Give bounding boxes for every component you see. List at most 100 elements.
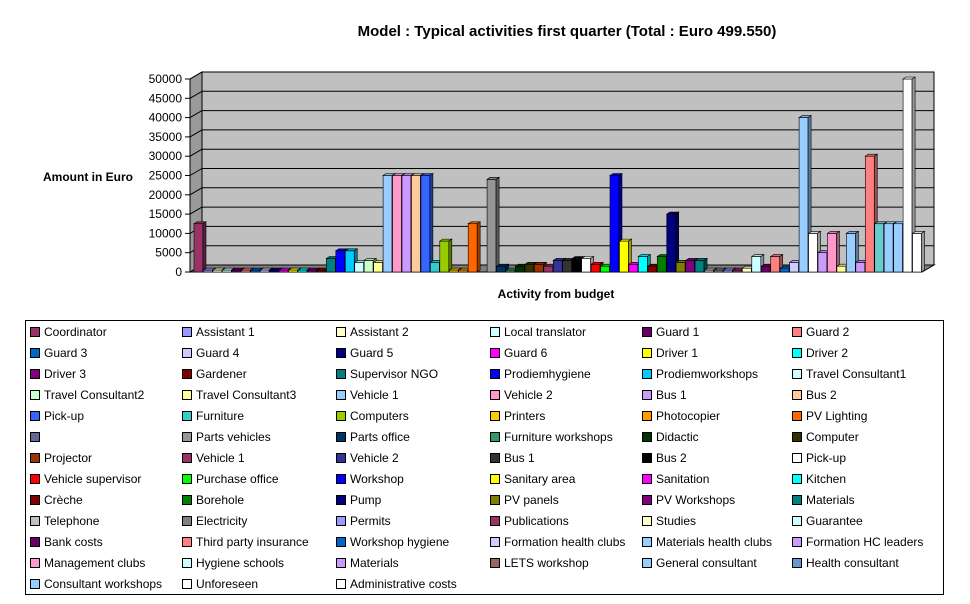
- legend-label: Sanitary area: [504, 472, 576, 486]
- y-tick-label: 20000: [149, 188, 183, 202]
- legend-swatch: [182, 579, 192, 589]
- bar-front: [430, 262, 440, 273]
- bar-front: [893, 223, 903, 273]
- y-tick-label: 5000: [155, 246, 182, 260]
- bar-side: [429, 172, 434, 273]
- y-axis-label: Amount in Euro: [43, 170, 133, 184]
- legend-swatch: [336, 474, 346, 484]
- legend-label: Administrative costs: [350, 577, 457, 591]
- bar: [902, 76, 917, 273]
- legend-label: Unforeseen: [196, 577, 259, 591]
- legend-swatch: [336, 558, 346, 568]
- legend-swatch: [336, 327, 346, 337]
- legend-swatch: [490, 453, 500, 463]
- legend-swatch: [792, 453, 802, 463]
- legend-label: Parts vehicles: [196, 430, 271, 444]
- y-tick-label: 50000: [149, 72, 183, 86]
- legend-label: Materials: [806, 493, 855, 507]
- legend-label: Vehicle 1: [196, 451, 245, 465]
- bar-front: [874, 223, 885, 273]
- chart: Model : Typical activities first quarter…: [43, 23, 936, 301]
- legend-label: Assistant 2: [350, 325, 409, 339]
- legend-swatch: [182, 537, 192, 547]
- legend-label: Publications: [504, 514, 569, 528]
- legend-label: Guard 4: [196, 346, 240, 360]
- legend-swatch: [642, 348, 652, 358]
- bar-side: [448, 238, 453, 273]
- bar-front: [760, 265, 771, 273]
- bar: [826, 230, 841, 273]
- bar-side: [476, 221, 481, 273]
- gridline-side: [189, 187, 203, 196]
- bar-front: [656, 256, 667, 273]
- legend-label: Third party insurance: [196, 535, 309, 549]
- legend-label: Hygiene schools: [196, 556, 285, 570]
- bar-front: [694, 260, 705, 273]
- legend-swatch: [336, 369, 346, 379]
- legend-label: Vehicle 2: [350, 451, 399, 465]
- legend-swatch: [490, 474, 500, 484]
- bar-front: [619, 240, 629, 273]
- bar-front: [382, 175, 393, 273]
- bar-front: [798, 117, 809, 273]
- legend-label: Workshop: [350, 472, 404, 486]
- legend-swatch: [490, 432, 500, 442]
- legend-label: Formation health clubs: [504, 535, 626, 549]
- y-tick-label: 35000: [149, 130, 183, 144]
- legend-swatch: [792, 411, 802, 421]
- bar-front: [666, 213, 677, 273]
- y-tick-label: 10000: [149, 226, 183, 240]
- legend-label: Gardener: [196, 367, 247, 381]
- legend-label: Didactic: [656, 430, 699, 444]
- legend-swatch: [792, 495, 802, 505]
- legend-swatch: [182, 348, 192, 358]
- legend-swatch: [336, 579, 346, 589]
- bar-front: [864, 155, 875, 273]
- bar-front: [779, 267, 790, 273]
- bar-side: [495, 176, 500, 273]
- gridline-side: [189, 90, 203, 99]
- legend-swatch: [182, 327, 192, 337]
- legend-swatch: [792, 348, 802, 358]
- legend-label: Studies: [656, 514, 697, 528]
- legend-label: Local translator: [504, 325, 587, 339]
- bar-front: [609, 175, 620, 273]
- bar-front: [836, 265, 847, 273]
- bar-front: [600, 265, 610, 273]
- legend-label: PV Lighting: [806, 409, 868, 423]
- legend-swatch: [490, 411, 500, 421]
- legend-label: Prodiemworkshops: [656, 367, 759, 381]
- legend-swatch: [642, 453, 652, 463]
- bar-front: [675, 262, 686, 273]
- legend-label: Guard 6: [504, 346, 548, 360]
- legend-label: Vehicle supervisor: [44, 472, 142, 486]
- legend-swatch: [490, 537, 500, 547]
- legend-swatch: [182, 558, 192, 568]
- legend-swatch: [792, 516, 802, 526]
- bar-front: [486, 179, 497, 273]
- bar-front: [912, 233, 922, 273]
- y-tick-label: 40000: [149, 111, 183, 125]
- legend-label: Projector: [44, 451, 93, 465]
- bar: [911, 230, 926, 273]
- bar-front: [420, 175, 431, 273]
- legend-label: Sanitation: [656, 472, 710, 486]
- legend-label: Guard 2: [806, 325, 850, 339]
- gridline-side: [189, 110, 203, 119]
- legend-label: Driver 1: [656, 346, 699, 360]
- bar: [486, 176, 501, 273]
- bar-front: [392, 175, 402, 273]
- x-axis-label: Activity from budget: [498, 287, 615, 301]
- bar-front: [543, 265, 554, 273]
- legend-swatch: [642, 516, 652, 526]
- bar: [438, 238, 453, 273]
- y-tick-label: 15000: [149, 207, 183, 221]
- legend-swatch: [490, 558, 500, 568]
- legend-label: Photocopier: [656, 409, 721, 423]
- legend-swatch: [642, 474, 652, 484]
- legend-swatch: [30, 558, 40, 568]
- y-tick-label: 0: [175, 265, 182, 279]
- legend-label: Bus 2: [656, 451, 687, 465]
- legend-label: Purchase office: [196, 472, 279, 486]
- legend-swatch: [642, 558, 652, 568]
